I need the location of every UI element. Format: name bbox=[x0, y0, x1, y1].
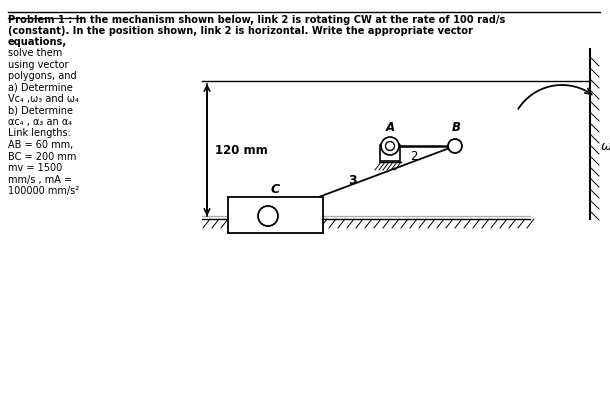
Text: A: A bbox=[386, 121, 395, 134]
Circle shape bbox=[386, 142, 395, 150]
Text: Link lengths:: Link lengths: bbox=[8, 128, 71, 138]
Text: AB = 60 mm,: AB = 60 mm, bbox=[8, 140, 73, 150]
Text: mm/s , mA =: mm/s , mA = bbox=[8, 174, 72, 184]
Text: 4: 4 bbox=[282, 211, 291, 223]
Text: 120 mm: 120 mm bbox=[215, 144, 268, 156]
Text: 100000 mm/s²: 100000 mm/s² bbox=[8, 186, 79, 196]
Text: 2: 2 bbox=[410, 150, 417, 162]
Text: 3: 3 bbox=[348, 174, 357, 188]
Bar bbox=[380, 146, 400, 161]
Text: a) Determine: a) Determine bbox=[8, 83, 73, 93]
Text: polygons, and: polygons, and bbox=[8, 71, 77, 81]
Text: BC = 200 mm: BC = 200 mm bbox=[8, 152, 76, 162]
Text: b) Determine: b) Determine bbox=[8, 105, 73, 115]
Text: αc₄ , α₃ an α₄: αc₄ , α₃ an α₄ bbox=[8, 117, 72, 127]
Bar bbox=[228, 197, 323, 233]
Text: using vector: using vector bbox=[8, 59, 68, 69]
Text: B: B bbox=[452, 121, 461, 134]
Text: C: C bbox=[271, 183, 280, 196]
Text: mv = 1500: mv = 1500 bbox=[8, 163, 62, 173]
Text: Problem 1 : In the mechanism shown below, link 2 is rotating CW at the rate of 1: Problem 1 : In the mechanism shown below… bbox=[8, 15, 505, 25]
Text: solve them: solve them bbox=[8, 48, 62, 58]
Text: equations,: equations, bbox=[8, 37, 67, 47]
Circle shape bbox=[258, 206, 278, 226]
Circle shape bbox=[381, 137, 399, 155]
Circle shape bbox=[448, 139, 462, 153]
Text: (constant). In the position shown, link 2 is horizontal. Write the appropriate v: (constant). In the position shown, link … bbox=[8, 26, 473, 36]
Text: ω₂: ω₂ bbox=[601, 140, 610, 152]
Text: Vc₄ ,ω₃ and ω₄: Vc₄ ,ω₃ and ω₄ bbox=[8, 94, 79, 104]
